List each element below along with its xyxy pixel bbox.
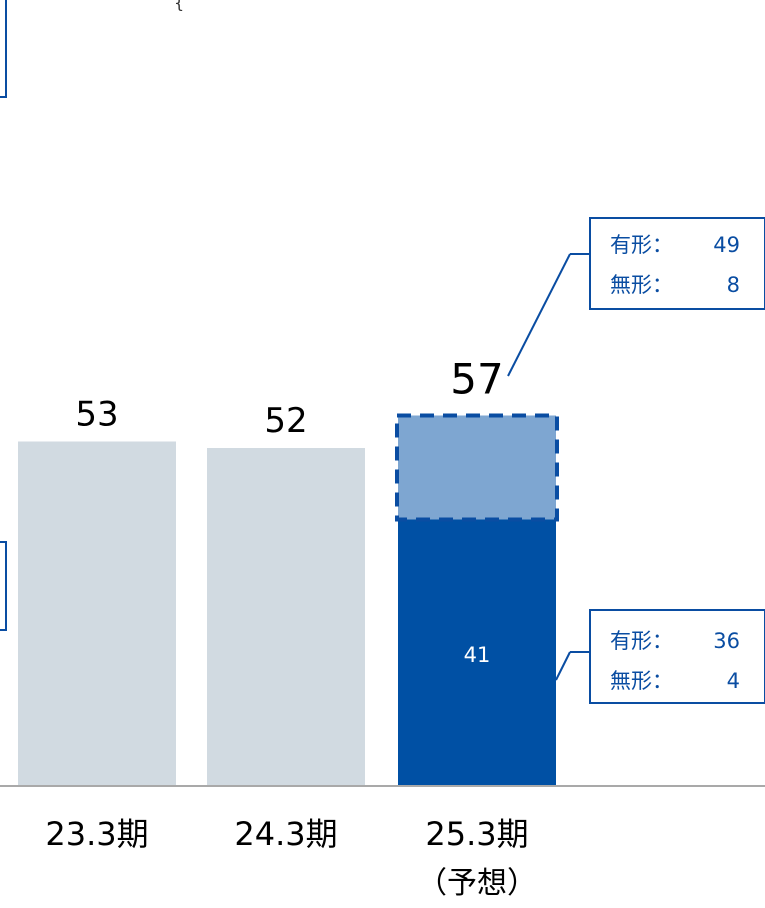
callout-committed-tangible-value: 36 — [713, 629, 740, 653]
bar-1-total-label: 53 — [75, 395, 118, 435]
callout-committed-leader — [555, 651, 571, 681]
callout-forecast-box — [589, 217, 765, 310]
callout-forecast-leader — [507, 253, 571, 377]
bar-1-base — [18, 441, 176, 786]
callout-committed-tangible-label: 有形： — [610, 629, 673, 653]
callout-forecast-tangible-value: 49 — [713, 233, 740, 257]
callout-committed-box — [589, 609, 765, 704]
callout-forecast-intangible-label: 無形： — [610, 273, 673, 297]
bar-2-total-label: 52 — [264, 401, 307, 441]
callout-committed-intangible-value: 4 — [727, 669, 740, 693]
bar-2-base — [207, 448, 365, 786]
x-tick-sublabel-3: （予想） — [417, 866, 537, 901]
cropped-brace-glyph: { — [174, 0, 184, 12]
cropped-frame-top — [0, 0, 7, 98]
callout-committed-breakdown: 有形： 36 無形： 4 — [555, 609, 765, 704]
x-tick-label-3: 25.3期 — [425, 815, 528, 853]
bar-3-total-label: 57 — [450, 355, 503, 404]
x-tick-label-2: 24.3期 — [234, 815, 337, 853]
bar-3-base — [398, 519, 556, 786]
bar-3-inner-label: 41 — [464, 643, 491, 667]
bars — [18, 413, 559, 786]
callout-forecast-breakdown: 有形： 49 無形： 8 — [507, 217, 765, 377]
bar-3-forecast-outline — [395, 413, 559, 522]
bar-3-forecast-segment — [398, 415, 556, 520]
callout-committed-intangible-label: 無形： — [610, 669, 673, 693]
chart-marks: 53 23.3期 52 24.3期 57 41 25.3期 （予想） — [45, 355, 537, 902]
callout-forecast-tangible-label: 有形： — [610, 233, 673, 257]
cropped-frame-left — [0, 541, 7, 631]
x-tick-label-1: 23.3期 — [45, 815, 148, 853]
callout-forecast-intangible-value: 8 — [727, 273, 740, 297]
